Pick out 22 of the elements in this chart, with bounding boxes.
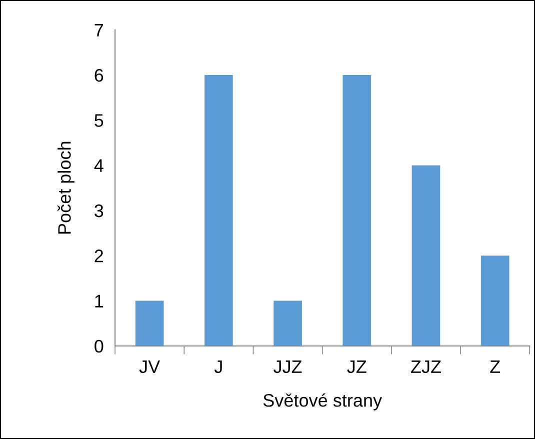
x-tick-label: J <box>214 360 222 374</box>
y-tick-label: 1 <box>95 294 104 308</box>
x-tick-label: JV <box>139 360 160 374</box>
bar <box>412 165 440 346</box>
x-tick-label: Z <box>490 360 500 373</box>
y-tick-label: 2 <box>94 250 104 262</box>
y-tick-label: 6 <box>94 68 104 82</box>
y-tick-label: 3 <box>94 204 104 218</box>
bar <box>342 75 372 346</box>
x-tick-label: ZJZ <box>411 360 441 374</box>
x-axis-title: Světové strany <box>263 393 382 410</box>
bar <box>480 256 510 346</box>
x-tick-label: JJZ <box>274 360 302 374</box>
y-axis-title: Počet ploch <box>58 142 74 234</box>
bar <box>135 300 164 346</box>
y-tick-label: 7 <box>94 24 104 36</box>
x-tick-label: JZ <box>347 360 366 374</box>
y-tick-label: 5 <box>94 114 104 127</box>
bar <box>274 300 302 346</box>
y-tick-label: 4 <box>94 159 104 172</box>
y-tick-label: 0 <box>94 340 104 353</box>
bar <box>204 75 233 346</box>
